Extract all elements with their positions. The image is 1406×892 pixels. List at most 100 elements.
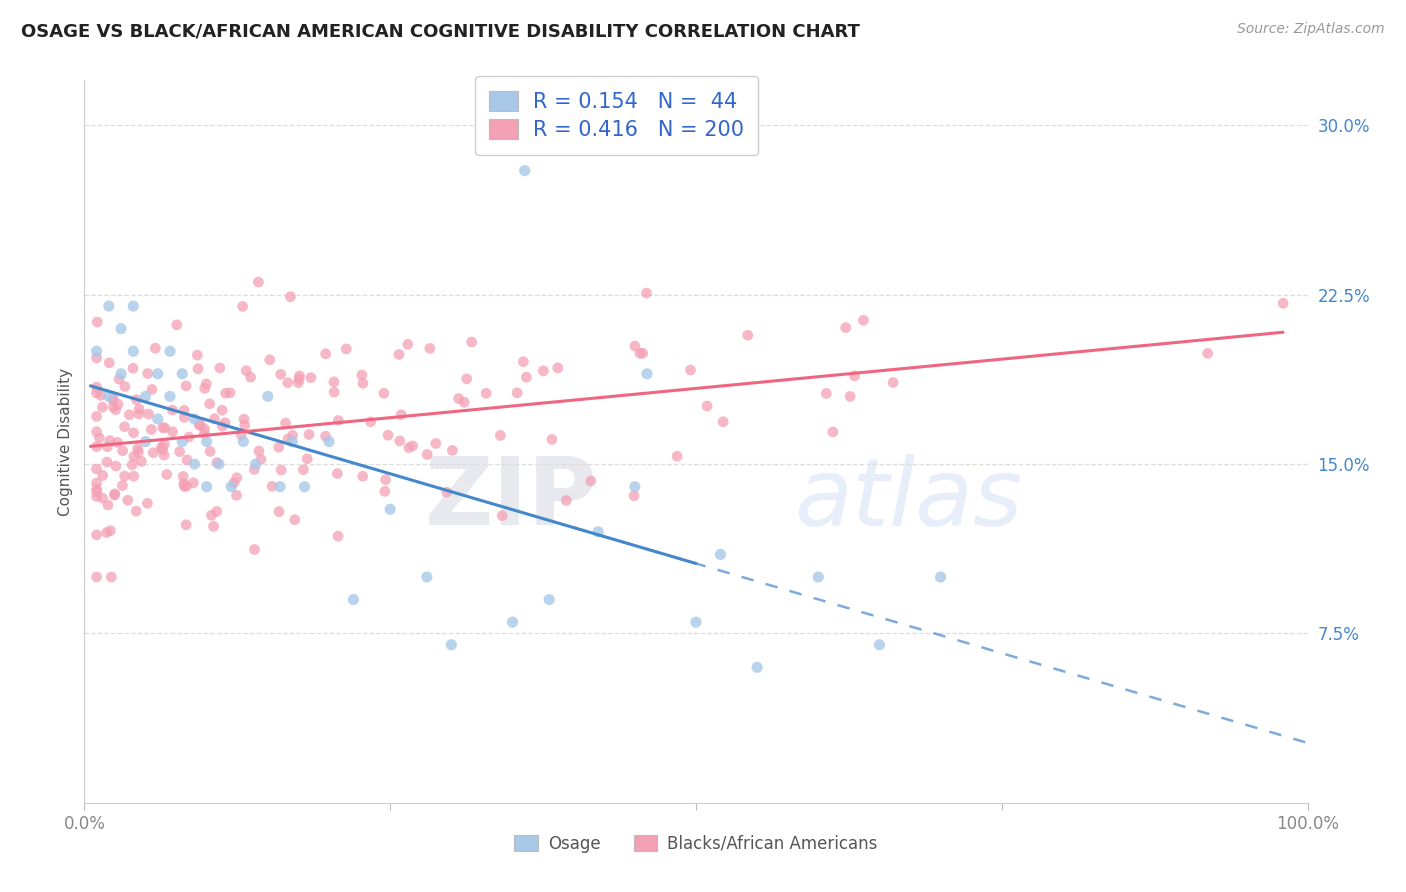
Point xyxy=(232,299,254,313)
Point xyxy=(233,412,256,426)
Point xyxy=(172,434,194,449)
Point xyxy=(270,463,292,477)
Point xyxy=(135,389,157,403)
Point xyxy=(852,313,875,327)
Point xyxy=(436,485,458,500)
Point xyxy=(122,469,145,483)
Point xyxy=(187,361,209,376)
Point xyxy=(233,418,256,433)
Point xyxy=(90,388,112,402)
Point xyxy=(91,400,114,414)
Point xyxy=(401,439,423,453)
Point xyxy=(166,318,188,332)
Point xyxy=(186,348,208,362)
Point xyxy=(531,364,554,378)
Point xyxy=(460,334,482,349)
Point xyxy=(153,437,176,451)
Point xyxy=(835,320,858,334)
Point xyxy=(125,504,148,518)
Point xyxy=(128,402,150,417)
Point xyxy=(624,480,647,494)
Point xyxy=(127,442,149,456)
Point xyxy=(807,570,830,584)
Point xyxy=(198,397,221,411)
Point xyxy=(138,407,160,421)
Point xyxy=(104,487,127,501)
Point xyxy=(636,286,658,301)
Point xyxy=(326,529,349,543)
Point xyxy=(709,548,731,562)
Point xyxy=(198,444,221,458)
Point xyxy=(1272,296,1295,310)
Point xyxy=(323,385,346,400)
Point xyxy=(277,376,299,390)
Point xyxy=(183,412,205,426)
Point xyxy=(489,428,512,442)
Point xyxy=(86,528,108,542)
Point xyxy=(208,457,231,471)
Point xyxy=(127,445,149,459)
Point xyxy=(839,389,862,403)
Point xyxy=(297,451,319,466)
Point xyxy=(262,479,284,493)
Point xyxy=(315,429,337,443)
Point xyxy=(97,389,120,403)
Point xyxy=(89,431,111,445)
Point xyxy=(97,299,120,313)
Point xyxy=(416,570,439,584)
Point xyxy=(122,299,145,313)
Point xyxy=(440,638,463,652)
Point xyxy=(374,484,396,499)
Point xyxy=(844,368,866,383)
Point xyxy=(315,347,337,361)
Point xyxy=(270,368,292,382)
Point xyxy=(929,570,952,584)
Point xyxy=(342,592,364,607)
Text: Source: ZipAtlas.com: Source: ZipAtlas.com xyxy=(1237,22,1385,37)
Point xyxy=(328,413,350,427)
Point xyxy=(225,471,247,485)
Point xyxy=(269,480,291,494)
Point xyxy=(475,386,498,401)
Point xyxy=(172,469,194,483)
Point xyxy=(193,422,215,436)
Point xyxy=(136,367,159,381)
Point xyxy=(190,418,212,433)
Point xyxy=(284,513,307,527)
Point xyxy=(194,381,217,395)
Point xyxy=(86,344,108,359)
Point xyxy=(114,469,136,483)
Point xyxy=(173,479,195,493)
Point xyxy=(200,508,222,523)
Point xyxy=(277,432,299,446)
Point xyxy=(173,410,195,425)
Point xyxy=(122,361,145,376)
Point xyxy=(513,163,536,178)
Point xyxy=(245,457,267,471)
Point xyxy=(114,419,136,434)
Point xyxy=(380,502,402,516)
Point xyxy=(146,367,169,381)
Point xyxy=(243,542,266,557)
Point xyxy=(103,488,125,502)
Point xyxy=(131,454,153,468)
Point xyxy=(110,321,132,335)
Point xyxy=(136,496,159,510)
Point xyxy=(288,372,311,386)
Point xyxy=(107,397,129,411)
Point xyxy=(299,370,322,384)
Point xyxy=(86,409,108,424)
Point xyxy=(225,488,247,502)
Point xyxy=(247,444,270,458)
Point xyxy=(122,449,145,463)
Point xyxy=(162,403,184,417)
Point xyxy=(142,445,165,459)
Point xyxy=(101,392,124,406)
Point xyxy=(636,367,658,381)
Point xyxy=(110,367,132,381)
Point xyxy=(425,436,447,450)
Point xyxy=(247,275,270,289)
Point xyxy=(1197,346,1219,360)
Legend: Osage, Blacks/African Americans: Osage, Blacks/African Americans xyxy=(508,828,884,860)
Point xyxy=(628,346,651,360)
